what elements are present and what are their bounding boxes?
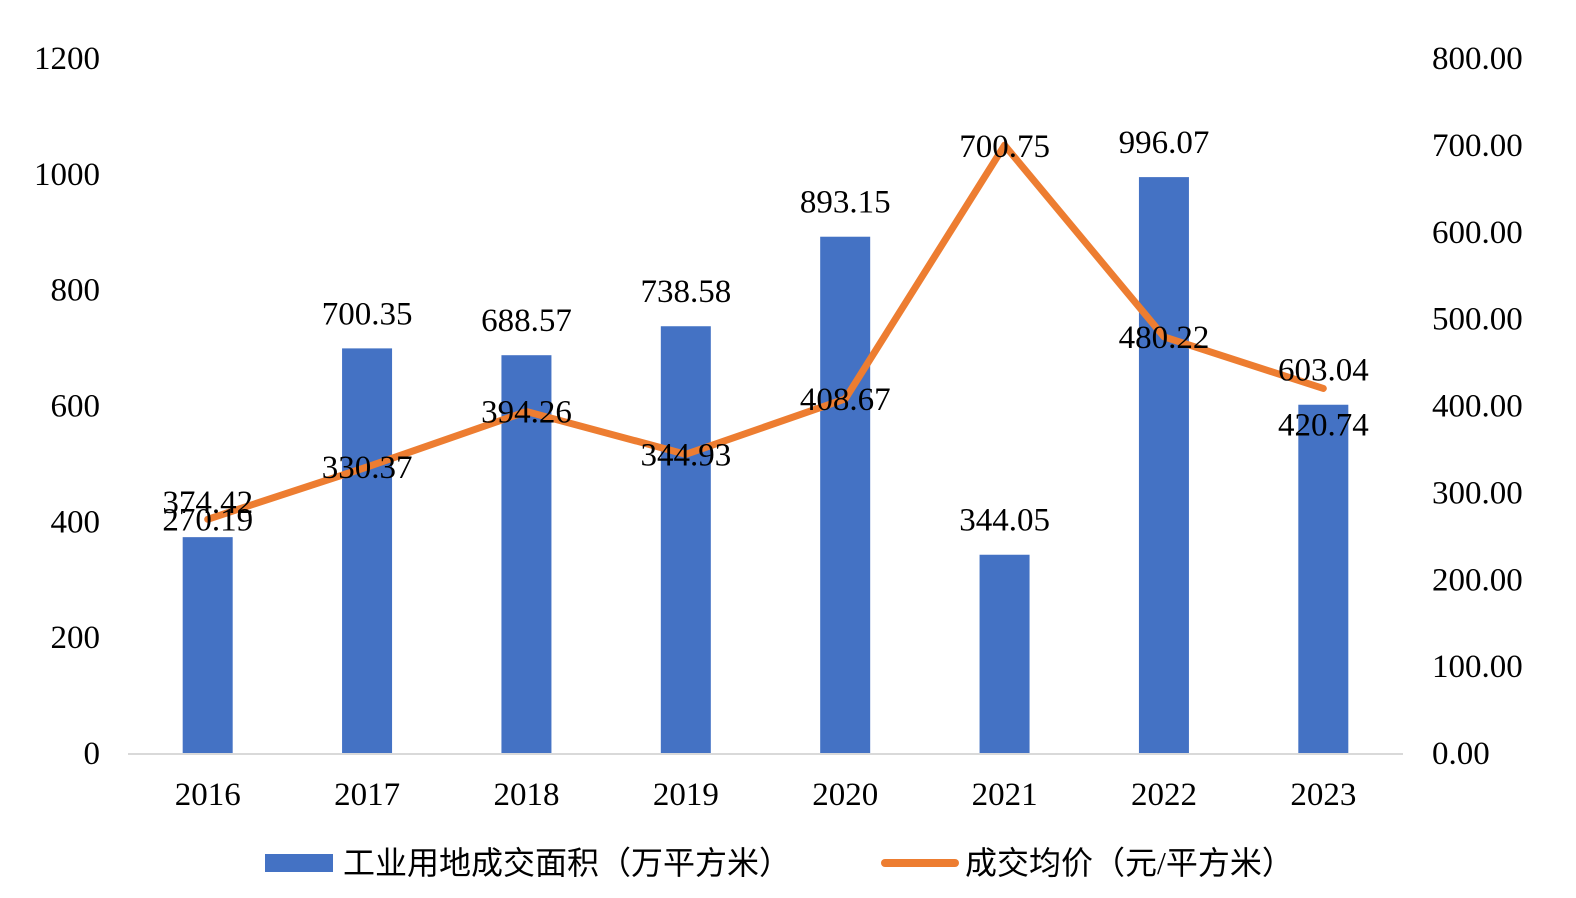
left-tick-label: 1200	[34, 41, 100, 77]
right-tick-label: 300.00	[1432, 475, 1523, 511]
right-tick-label: 700.00	[1432, 128, 1523, 164]
line-series-price	[204, 141, 1327, 523]
bar-2023	[1298, 404, 1349, 754]
left-tick-label: 800	[51, 273, 101, 309]
bar-value-label-2020: 893.15	[800, 185, 891, 221]
x-tick-label-2019: 2019	[653, 777, 719, 813]
x-tick-label-2020: 2020	[812, 777, 878, 813]
bar-2021	[979, 554, 1030, 754]
right-tick-label: 600.00	[1432, 215, 1523, 251]
line-value-label-2020: 408.67	[800, 382, 891, 418]
legend-line-label: 成交均价（元/平方米）	[965, 845, 1294, 881]
line-value-label-2022: 480.22	[1119, 320, 1210, 356]
x-tick-label-2018: 2018	[493, 777, 559, 813]
legend: 工业用地成交面积（万平方米） 成交均价（元/平方米）	[265, 845, 1294, 881]
left-tick-label: 0	[84, 736, 101, 772]
bar-2017	[342, 348, 393, 754]
bar-2022	[1138, 177, 1189, 755]
bar-2019	[660, 326, 711, 754]
bar-2016	[182, 537, 233, 754]
right-y-axis-ticks: 0.00 100.00 200.00 300.00 400.00 500.00 600.00…	[1432, 41, 1523, 772]
bar-value-label-2016: 374.42	[162, 485, 253, 521]
left-y-axis-ticks: 0 200 400 600 800 1000 1200	[34, 41, 100, 772]
legend-bar-swatch	[265, 854, 333, 872]
left-tick-label: 600	[51, 389, 101, 425]
line-value-label-2016: 270.19	[162, 502, 253, 538]
line-value-label-2023: 420.74	[1278, 407, 1369, 443]
data-labels-layer: 374.42 700.35 688.57 738.58 893.15 344.05 996.…	[162, 125, 1368, 539]
bar-2018	[501, 355, 552, 754]
bar-2020	[820, 236, 871, 754]
line-series-layer	[204, 141, 1327, 523]
x-tick-label-2017: 2017	[334, 777, 400, 813]
right-tick-label: 800.00	[1432, 41, 1523, 77]
x-tick-label-2023: 2023	[1290, 777, 1356, 813]
left-tick-label: 400	[51, 504, 101, 540]
x-tick-label-2016: 2016	[175, 777, 241, 813]
line-value-label-2019: 344.93	[640, 437, 731, 473]
bar-value-label-2021: 344.05	[959, 503, 1050, 539]
bars-layer	[182, 177, 1349, 755]
bar-value-label-2017: 700.35	[322, 296, 413, 332]
bar-value-label-2022: 996.07	[1119, 125, 1210, 161]
left-tick-label: 200	[51, 620, 101, 656]
right-tick-label: 500.00	[1432, 302, 1523, 338]
x-axis-ticks: 2016 2017 2018 2019 2020 2021 2022 2023	[175, 777, 1357, 813]
legend-bar-label: 工业用地成交面积（万平方米）	[343, 845, 791, 881]
bar-value-label-2018: 688.57	[481, 303, 572, 339]
right-tick-label: 400.00	[1432, 389, 1523, 425]
x-tick-label-2022: 2022	[1131, 777, 1197, 813]
legend-item-line: 成交均价（元/平方米）	[881, 845, 1294, 881]
legend-item-bar: 工业用地成交面积（万平方米）	[265, 845, 791, 881]
x-tick-label-2021: 2021	[972, 777, 1038, 813]
bar-value-label-2019: 738.58	[640, 274, 731, 310]
right-tick-label: 0.00	[1432, 736, 1490, 772]
right-tick-label: 100.00	[1432, 649, 1523, 685]
line-value-label-2021: 700.75	[959, 129, 1050, 165]
left-tick-label: 1000	[34, 157, 100, 193]
line-value-label-2017: 330.37	[322, 450, 413, 486]
bar-value-label-2023: 603.04	[1278, 353, 1369, 389]
right-tick-label: 200.00	[1432, 562, 1523, 598]
line-value-label-2018: 394.26	[481, 394, 572, 430]
